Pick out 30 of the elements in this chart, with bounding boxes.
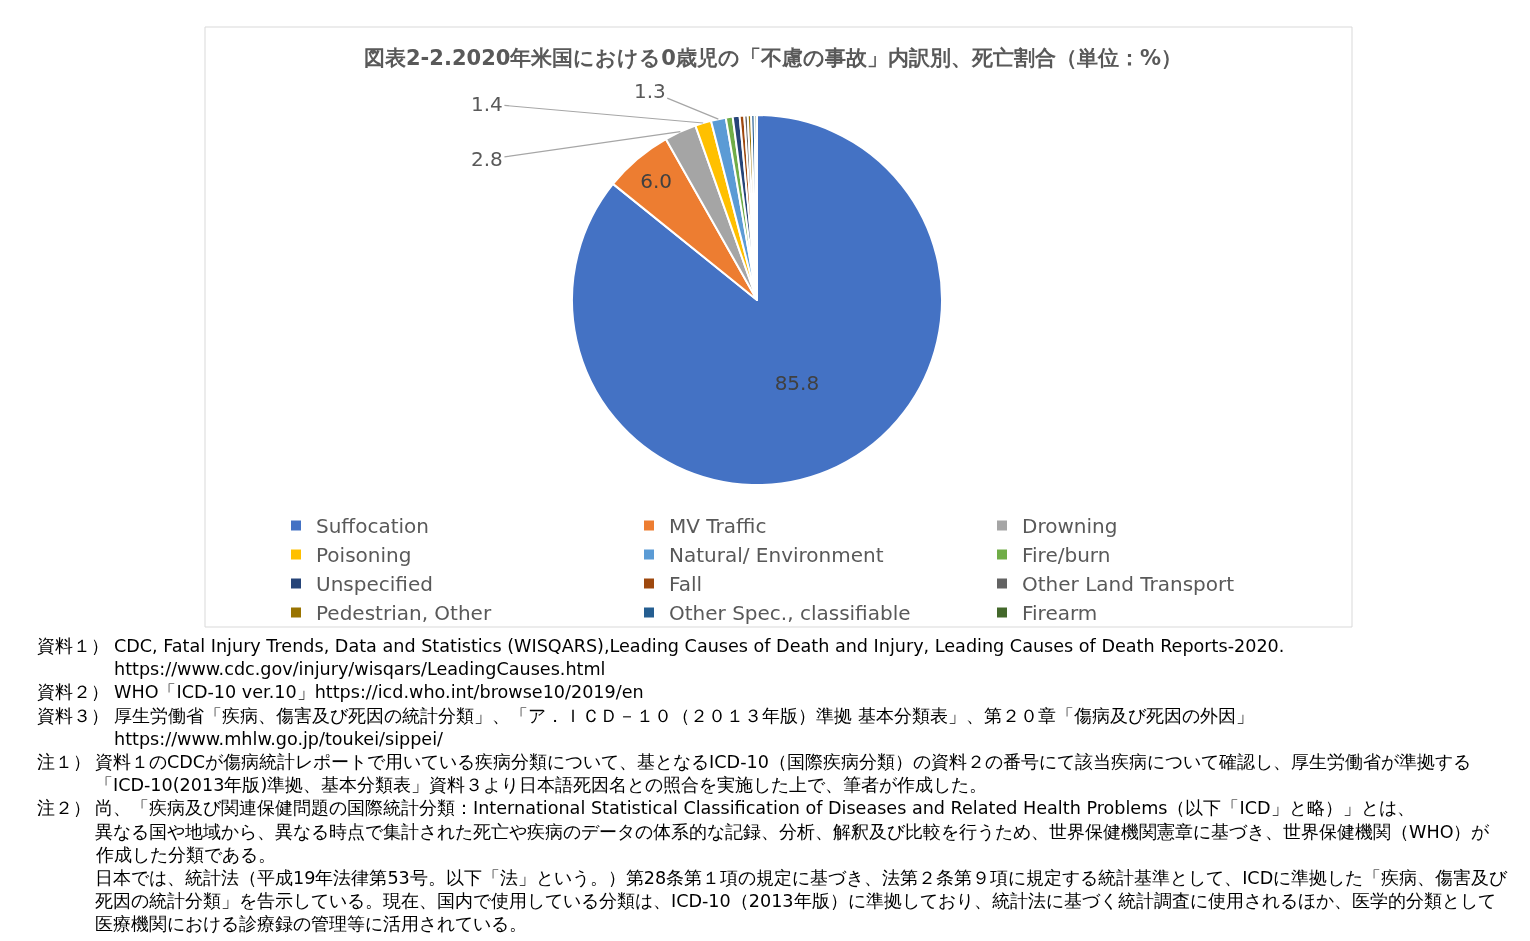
text: 資料１）CDC, Fatal Injury Trends, Data and Statistics (WISQARS),Leading Causes of Death and Injury, Leading Causes of Death Reports-2020. https://www.cdc.gov/injury/wisqars/LeadingCauses.html — [37, 636, 1285, 679]
data-label: 1.3 — [634, 79, 666, 103]
legend-label: Suffocation — [316, 514, 429, 539]
legend-label: Pedestrian, Other — [316, 601, 492, 626]
text: 死因の統計分類」を告示している。現在、国内で使用している分類は、ICD-10（2013年版）に準拠しており、統計法に基づく統計調査に使用されるほか、医学的分類として — [95, 891, 1496, 911]
legend-label: Drowning — [1022, 514, 1118, 539]
text: 医療機関における診療録の管理等に活用されている。 — [95, 914, 527, 934]
text: 資料３）厚生労働省「疾病、傷害及び死因の統計分類」、「ア．ＩＣＤ－１０（２０１３年版）準拠 基本分類表」、第２０章「傷病及び死因の外因」 https://www.mhlw.go.jp/toukei/sippei/ — [37, 706, 1254, 749]
legend-label: MV Traffic — [669, 514, 767, 539]
data-label: 2.8 — [471, 147, 503, 171]
legend-label: Fire/burn — [1022, 543, 1111, 568]
data-label: 1.4 — [471, 92, 503, 116]
text: 注１）資料１のCDCが傷病統計レポートで用いている疾病分類について、基となるICD-10（国際疾病分類）の資料２の番号にて該当疾病について確認し、厚生労働省が準拠する — [37, 752, 1471, 772]
text: 資料２）WHO「ICD-10 ver.10」https://icd.who.int/browse10/2019/en — [37, 682, 644, 702]
text: 作成した分類である。 — [95, 845, 276, 865]
data-label: 85.8 — [774, 371, 820, 396]
text: 日本では、統計法（平成19年法律第53号。以下「法」という。）第28条第１項の規定に基づき、法第２条第９項に規定する統計基準として、ICDに準拠した「疾病、傷害及び — [95, 868, 1509, 888]
legend-label: Poisoning — [316, 543, 412, 568]
legend-label: Other Spec., classifiable — [669, 601, 911, 626]
data-label: 6.0 — [640, 169, 673, 194]
legend-label: Fall — [669, 572, 703, 597]
legend-label: Unspecified — [316, 572, 433, 597]
legend-label: Other Land Transport — [1022, 572, 1235, 597]
text: 注２）尚、「疾病及び関連保健問題の国際統計分類：International Statistical Classification of Diseases and Related Health Problems（以下「ICD」と略）」とは、 — [37, 798, 1415, 818]
text: 「ICD-10(2013年版)準拠、基本分類表」資料３より日本語死因名との照合を実施した上で、筆者が作成した。 — [95, 775, 988, 795]
pie-slice — [571, 114, 943, 486]
chart-title: 図表2-2.2020年米国における0歳児の「不慮の事故」内訳別、死亡割合（単位：%） — [363, 46, 1183, 71]
legend-label: Natural/ Environment — [669, 543, 884, 568]
legend-label: Firearm — [1022, 601, 1098, 626]
text: 異なる国や地域から、異なる時点で集計された死亡や疾病のデータの体系的な記録、分析、解釈及び比較を行うため、世界保健機関憲章に基づき、世界保健機関（WHO）が — [95, 822, 1491, 842]
